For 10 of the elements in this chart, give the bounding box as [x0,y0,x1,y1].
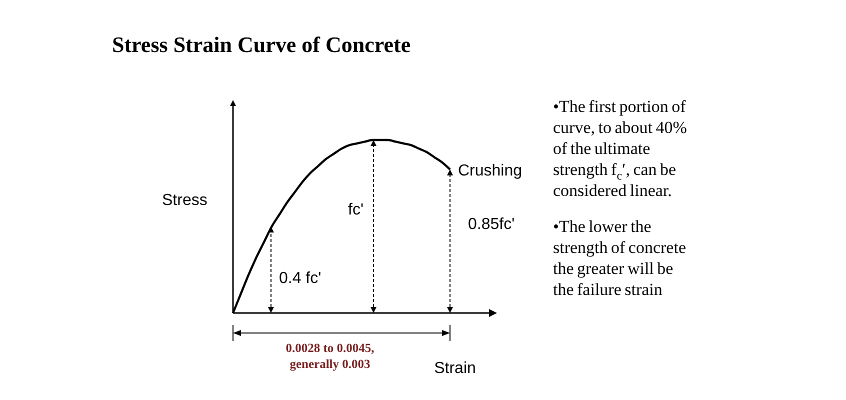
chart-title: Stress Strain Curve of Concrete [112,32,411,57]
text: •The first portion of curve, to about 40% of the ultimate strength f$_{c}$′, can be considered linear. [553,96,688,201]
text: 0.0028 to 0.0045, generally 0.003 [286,341,374,371]
text: •The lower the strength of concrete the greater will be the failure strain [553,216,687,300]
text: 0.85fc' [468,216,515,234]
x-axis-title: Strain [434,360,476,377]
y-axis-title: Stress [162,192,208,209]
annotation: 0.4 fc' [278,270,322,287]
text: Crushing [458,162,522,180]
annotation: fc' [348,202,364,218]
